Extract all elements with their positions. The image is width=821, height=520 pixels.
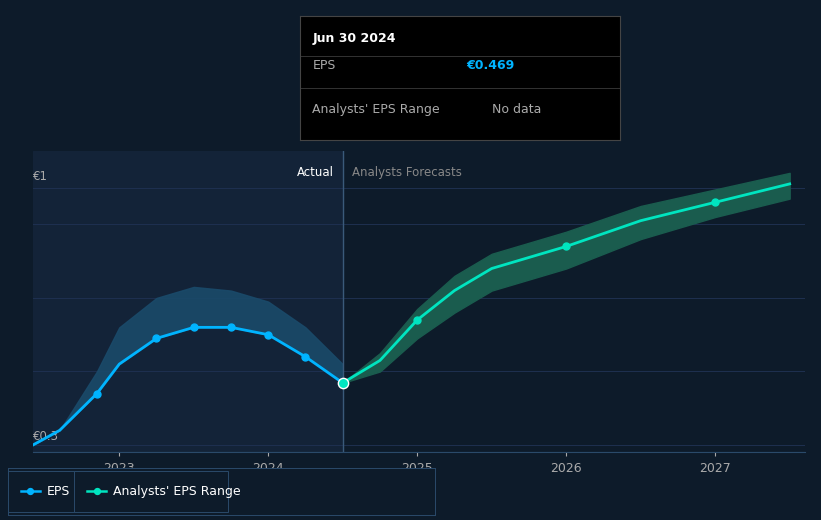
Point [90, 389, 103, 398]
Point [336, 379, 349, 387]
Text: €1: €1 [33, 170, 48, 183]
Text: No data: No data [492, 103, 541, 116]
Bar [33, 151, 342, 452]
Text: EPS: EPS [313, 59, 336, 72]
Point [224, 323, 237, 332]
FancyBboxPatch shape [8, 471, 79, 512]
Text: Actual: Actual [296, 165, 334, 178]
Text: Jun 30 2024: Jun 30 2024 [313, 32, 396, 45]
Point [90, 487, 103, 496]
Point [299, 353, 312, 361]
FancyBboxPatch shape [75, 471, 228, 512]
Point [709, 198, 722, 206]
Text: Analysts' EPS Range: Analysts' EPS Range [313, 103, 440, 116]
Point [187, 323, 200, 332]
Point [150, 334, 163, 343]
Point [560, 242, 573, 251]
Text: €0.3: €0.3 [33, 430, 59, 443]
Point [410, 316, 424, 324]
Text: €0.469: €0.469 [466, 59, 515, 72]
Text: Analysts Forecasts: Analysts Forecasts [351, 165, 461, 178]
Point [262, 331, 275, 339]
Text: Analysts' EPS Range: Analysts' EPS Range [112, 485, 241, 498]
Point [24, 487, 37, 496]
Text: EPS: EPS [47, 485, 70, 498]
